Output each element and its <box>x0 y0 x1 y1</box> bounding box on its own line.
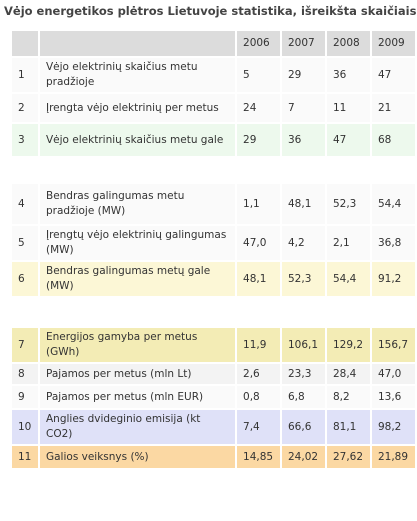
value-cell: 7 <box>282 94 325 122</box>
row-label: Vėjo elektrinių skaičius metu pradžioje <box>39 58 236 92</box>
value-cell: 14,85 <box>237 446 280 468</box>
row-number: 1 <box>12 58 38 92</box>
row-label: Galios veiksnys (%) <box>39 446 236 468</box>
table-body: 2006 2007 2008 2009 1 Vėjo elektrinių skaičiu… <box>12 31 415 468</box>
row-number: 4 <box>12 184 38 224</box>
row-label: Pajamos per metus (mln EUR) <box>39 386 236 408</box>
value-cell: 27,62 <box>326 446 370 468</box>
value-cell: 48,1 <box>282 184 325 224</box>
value-cell: 68 <box>371 124 415 156</box>
row-label: Anglies dvideginio emisija (kt CO2) <box>39 410 236 444</box>
spacer-cell <box>12 298 415 326</box>
value-cell: 98,2 <box>371 410 415 444</box>
value-cell: 21,89 <box>371 446 415 468</box>
value-cell: 156,7 <box>371 328 415 362</box>
row-label: Įrengta vėjo elektrinių per metus <box>39 94 236 122</box>
value-cell: 36 <box>326 58 370 92</box>
value-cell: 29 <box>282 58 325 92</box>
value-cell: 2,6 <box>237 364 280 384</box>
stats-table: 2006 2007 2008 2009 1 Vėjo elektrinių skaičiu… <box>10 29 417 470</box>
value-cell: 13,6 <box>371 386 415 408</box>
row-label: Energijos gamyba per metus (GWh) <box>39 328 236 362</box>
year-header: 2006 <box>237 31 280 56</box>
value-cell: 47,0 <box>371 364 415 384</box>
row-label: Bendras galingumas metų gale (MW) <box>39 262 236 296</box>
value-cell: 54,4 <box>371 184 415 224</box>
value-cell: 11 <box>326 94 370 122</box>
row-number: 11 <box>12 446 38 468</box>
value-cell: 8,2 <box>326 386 370 408</box>
value-cell: 48,1 <box>237 262 280 296</box>
row-label: Bendras galingumas metu pradžioje (MW) <box>39 184 236 224</box>
data-row: 4 Bendras galingumas metu pradžioje (MW) 1… <box>12 184 415 224</box>
row-number: 3 <box>12 124 38 156</box>
value-cell: 2,1 <box>326 226 370 260</box>
data-row: 6 Bendras galingumas metų gale (MW) 48,1 52… <box>12 262 415 296</box>
header-cell <box>39 31 236 56</box>
value-cell: 47 <box>371 58 415 92</box>
data-row: 10 Anglies dvideginio emisija (kt CO2) 7,4… <box>12 410 415 444</box>
value-cell: 81,1 <box>326 410 370 444</box>
value-cell: 24,02 <box>282 446 325 468</box>
row-label: Pajamos per metus (mln Lt) <box>39 364 236 384</box>
data-row: 2 Įrengta vėjo elektrinių per metus 24 7 11 2… <box>12 94 415 122</box>
data-row: 1 Vėjo elektrinių skaičius metu pradžioje… <box>12 58 415 92</box>
data-row: 9 Pajamos per metus (mln EUR) 0,8 6,8 8,2 13,… <box>12 386 415 408</box>
row-label: Vėjo elektrinių skaičius metu gale <box>39 124 236 156</box>
data-row: 8 Pajamos per metus (mln Lt) 2,6 23,3 28,4 47… <box>12 364 415 384</box>
value-cell: 21 <box>371 94 415 122</box>
year-header: 2009 <box>371 31 415 56</box>
year-header: 2007 <box>282 31 325 56</box>
value-cell: 11,9 <box>237 328 280 362</box>
value-cell: 28,4 <box>326 364 370 384</box>
value-cell: 91,2 <box>371 262 415 296</box>
value-cell: 47 <box>326 124 370 156</box>
spacer-row <box>12 298 415 326</box>
data-row: 7 Energijos gamyba per metus (GWh) 11,9 106… <box>12 328 415 362</box>
value-cell: 36,8 <box>371 226 415 260</box>
row-number: 9 <box>12 386 38 408</box>
row-label: Įrengtų vėjo elektrinių galingumas (MW) <box>39 226 236 260</box>
row-number: 6 <box>12 262 38 296</box>
value-cell: 66,6 <box>282 410 325 444</box>
value-cell: 4,2 <box>282 226 325 260</box>
row-number: 5 <box>12 226 38 260</box>
value-cell: 29 <box>237 124 280 156</box>
value-cell: 106,1 <box>282 328 325 362</box>
value-cell: 7,4 <box>237 410 280 444</box>
value-cell: 47,0 <box>237 226 280 260</box>
page-title: Vėjo energetikos plėtros Lietuvoje stati… <box>4 4 417 18</box>
value-cell: 5 <box>237 58 280 92</box>
value-cell: 6,8 <box>282 386 325 408</box>
header-cell <box>12 31 38 56</box>
header-row: 2006 2007 2008 2009 <box>12 31 415 56</box>
data-row: 11 Galios veiksnys (%) 14,85 24,02 27,62 21,8… <box>12 446 415 468</box>
data-row: 5 Įrengtų vėjo elektrinių galingumas (MW)… <box>12 226 415 260</box>
value-cell: 0,8 <box>237 386 280 408</box>
spacer-row <box>12 158 415 182</box>
value-cell: 52,3 <box>282 262 325 296</box>
value-cell: 23,3 <box>282 364 325 384</box>
value-cell: 129,2 <box>326 328 370 362</box>
year-header: 2008 <box>326 31 370 56</box>
row-number: 10 <box>12 410 38 444</box>
value-cell: 54,4 <box>326 262 370 296</box>
row-number: 2 <box>12 94 38 122</box>
row-number: 8 <box>12 364 38 384</box>
value-cell: 36 <box>282 124 325 156</box>
value-cell: 52,3 <box>326 184 370 224</box>
spacer-cell <box>12 158 415 182</box>
data-row: 3 Vėjo elektrinių skaičius metu gale 29 36 4… <box>12 124 415 156</box>
value-cell: 1,1 <box>237 184 280 224</box>
row-number: 7 <box>12 328 38 362</box>
value-cell: 24 <box>237 94 280 122</box>
